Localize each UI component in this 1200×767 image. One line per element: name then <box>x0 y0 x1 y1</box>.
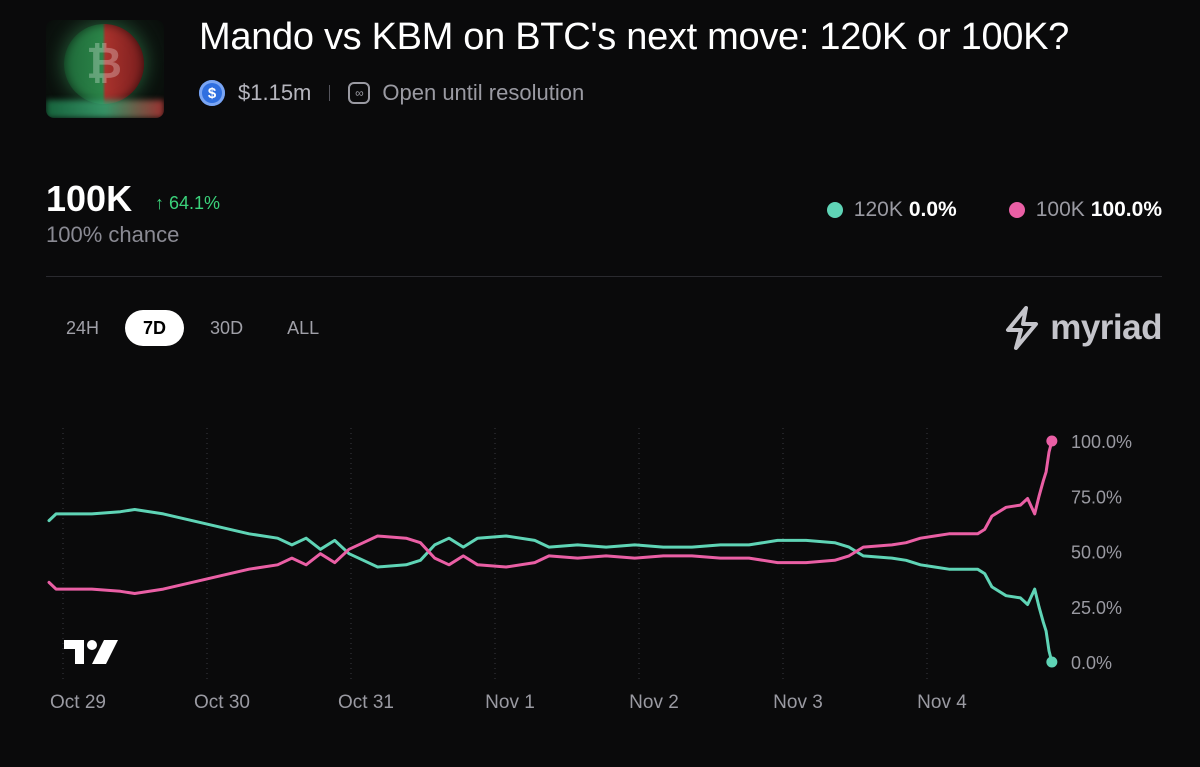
meta-divider <box>329 85 331 101</box>
y-tick-label: 50.0% <box>1071 543 1122 563</box>
range-30d-button[interactable]: 30D <box>192 310 261 346</box>
y-tick-label: 25.0% <box>1071 598 1122 618</box>
x-tick-label: Nov 4 <box>917 692 967 713</box>
x-tick-label: Oct 29 <box>50 692 106 713</box>
x-tick-label: Nov 3 <box>773 692 823 713</box>
range-all-button[interactable]: ALL <box>269 310 337 346</box>
series-end-marker-120k <box>1046 656 1058 668</box>
legend-item-120k[interactable]: 120K 0.0% <box>826 198 957 222</box>
range-selector: 24H 7D 30D ALL <box>48 310 345 346</box>
leading-change: ↑ 64.1% <box>155 193 221 213</box>
market-title: Mando vs KBM on BTC's next move: 120K or… <box>199 16 1069 58</box>
legend-dot-100k <box>1008 202 1025 218</box>
x-tick-label: Oct 31 <box>338 692 394 713</box>
legend-name: 120K <box>853 198 903 221</box>
series-end-marker-100k <box>1046 435 1058 447</box>
range-24h-button[interactable]: 24H <box>48 310 117 346</box>
brand-logo: myriad <box>1002 306 1162 350</box>
range-7d-button[interactable]: 7D <box>125 310 185 346</box>
thumbnail-glow <box>46 100 164 118</box>
section-divider <box>46 276 1162 277</box>
market-thumbnail: ₿ <box>46 20 164 118</box>
usdc-icon: $ <box>199 80 225 106</box>
y-tick-label: 75.0% <box>1071 487 1122 507</box>
bitcoin-coin-icon: ₿ <box>64 24 144 104</box>
market-volume: $1.15m <box>238 80 312 105</box>
x-tick-label: Nov 2 <box>629 692 679 713</box>
legend-name: 100K <box>1035 198 1085 221</box>
market-status: Open until resolution <box>382 80 585 105</box>
infinity-clock-icon: ∞ <box>348 82 371 104</box>
x-tick-label: Oct 30 <box>194 692 250 713</box>
legend-value: 100.0% <box>1090 198 1162 221</box>
series-line-100k <box>47 439 1054 595</box>
tradingview-logo-icon <box>64 640 118 664</box>
price-chart[interactable]: Oct 29 Oct 30 Oct 31 Nov 1 Nov 2 Nov 3 Nov 4 10… <box>0 420 1200 767</box>
legend-value: 0.0% <box>908 198 957 221</box>
y-tick-label: 100.0% <box>1071 432 1132 452</box>
legend-dot-120k <box>826 202 843 218</box>
x-tick-label: Nov 1 <box>485 692 535 713</box>
leading-outcome: 100K <box>46 178 133 219</box>
series-line-120k <box>47 508 1054 664</box>
market-meta: $ $1.15m ∞ Open until resolution <box>199 78 584 108</box>
legend-item-100k[interactable]: 100K 100.0% <box>1008 198 1162 222</box>
brand-name: myriad <box>1050 308 1162 347</box>
leading-chance: 100% chance <box>46 222 180 247</box>
lightning-icon <box>1006 306 1039 350</box>
chart-legend: 120K 0.0% 100K 100.0% <box>775 198 1162 222</box>
y-tick-label: 0.0% <box>1071 653 1112 673</box>
